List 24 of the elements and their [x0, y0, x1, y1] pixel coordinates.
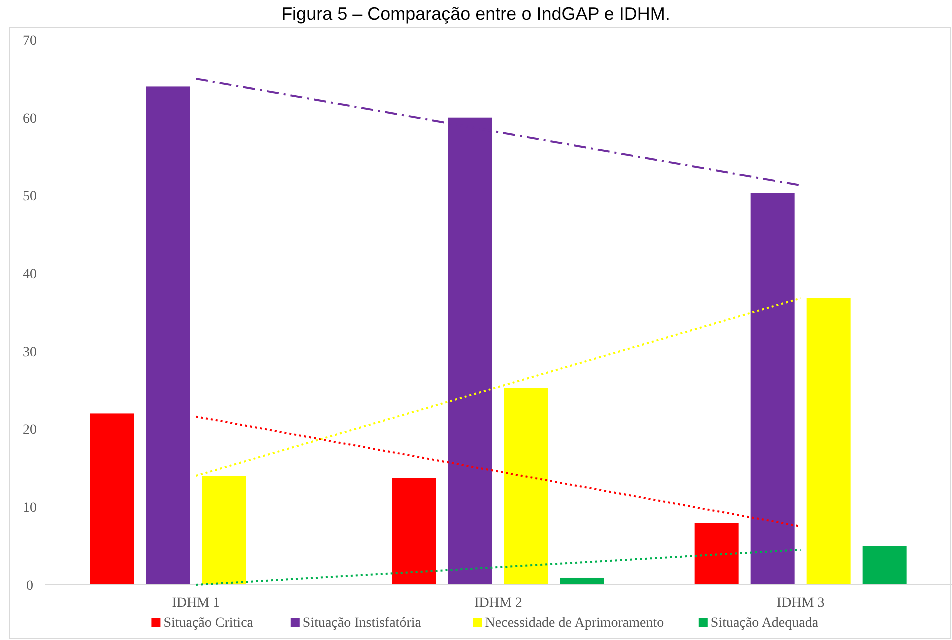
bar	[806, 298, 851, 585]
y-tick-label: 20	[23, 423, 37, 438]
y-tick-label: 50	[23, 190, 37, 205]
y-tick-label: 70	[23, 34, 37, 49]
bar	[694, 523, 739, 585]
bar	[862, 546, 907, 585]
bar	[90, 414, 134, 585]
bar	[560, 578, 604, 585]
y-tick-label: 0	[26, 578, 34, 594]
legend-label: Situação Critica	[164, 616, 254, 631]
y-tick-label: 30	[23, 345, 37, 360]
y-tick-label: 10	[23, 501, 37, 516]
y-tick-label: 40	[23, 267, 37, 282]
y-tick-label: 60	[23, 112, 37, 127]
legend-label: Situação Adequada	[710, 616, 820, 631]
x-tick-label: IDHM 3	[776, 596, 825, 611]
bar	[750, 193, 795, 585]
legend-label: Necessidade de Aprimoramento	[485, 616, 664, 631]
legend-label: Situação Instisfatória	[302, 616, 422, 631]
x-tick-label: IDHM 1	[172, 596, 220, 611]
bar	[146, 86, 190, 585]
x-tick-label: IDHM 2	[474, 596, 522, 611]
bar	[392, 478, 436, 585]
chart-title: Figura 5 – Comparação entre o IndGAP e IDHM.	[282, 4, 670, 24]
